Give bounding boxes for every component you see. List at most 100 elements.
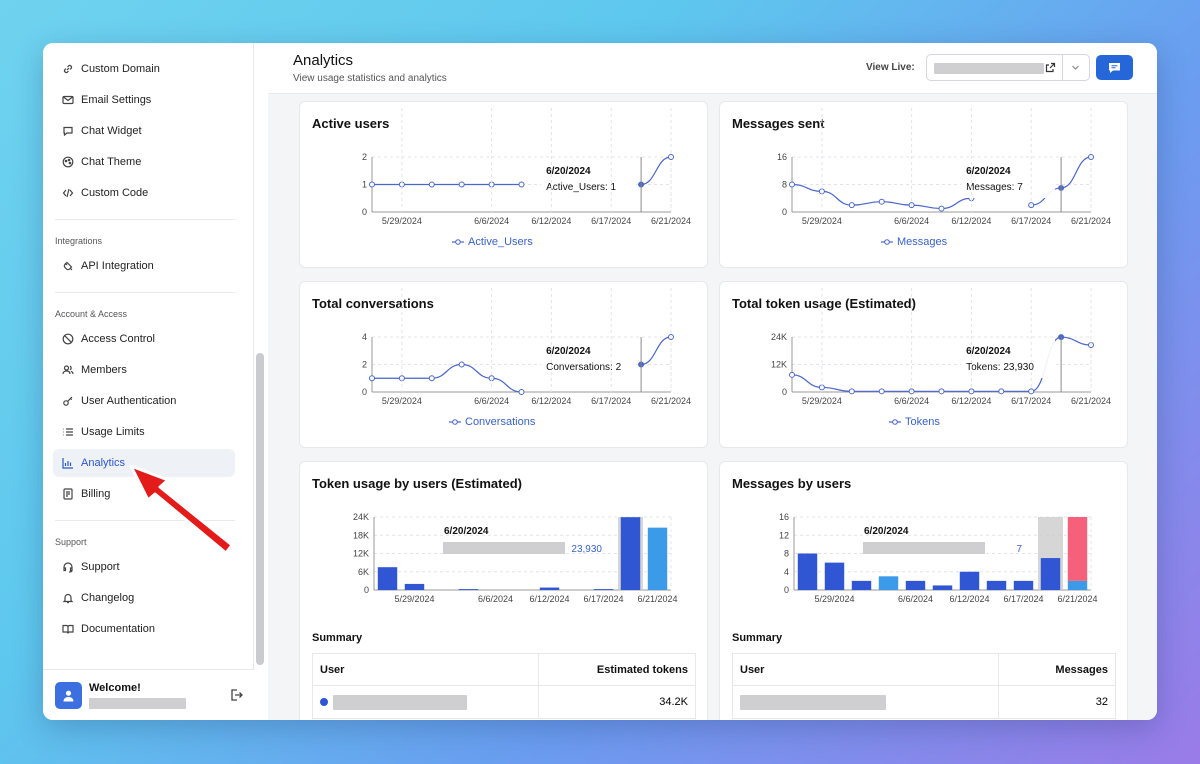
view-live-select[interactable] [926, 54, 1090, 81]
chart-legend[interactable]: Conversations [449, 416, 535, 428]
sidebar-item-analytics[interactable]: Analytics [53, 449, 235, 477]
y-tick-label: 12 [779, 530, 789, 540]
card-title: Token usage by users (Estimated) [312, 476, 522, 491]
y-tick-label: 6K [358, 567, 369, 577]
sidebar-item-label: Billing [81, 488, 111, 500]
divider [1062, 55, 1063, 80]
logout-icon[interactable] [229, 688, 243, 702]
series-line [791, 183, 972, 210]
sidebar-item-user-authentication[interactable]: User Authentication [53, 387, 235, 415]
x-tick-label: 5/29/2024 [814, 594, 854, 604]
sidebar-divider [55, 520, 235, 521]
sidebar-item-changelog[interactable]: Changelog [53, 584, 235, 612]
table-row[interactable]: 34.2K [313, 686, 695, 718]
card-title: Active users [312, 116, 390, 131]
sidebar-item-label: Email Settings [81, 94, 152, 106]
y-tick-label: 0 [782, 387, 787, 397]
table-row[interactable]: 32 [733, 686, 1115, 718]
bar [932, 585, 953, 590]
card-total-conversations: Total conversations 0 2 4 6/20/2024 Conversa… [299, 281, 708, 448]
active-users-chart[interactable]: 0 1 2 6/20/2024 Active_Users: 1 5/29/2024 6/6/… [300, 102, 709, 269]
data-point [938, 205, 945, 212]
x-tick-label: 6/6/2024 [894, 396, 929, 406]
bar [404, 583, 425, 590]
messages-by-users-chart[interactable]: 0 4 8 12 16 6/20/2024 7 5/29/2024 6/6/2024 6/12/2… [720, 462, 1129, 622]
sidebar-item-label: Chat Theme [81, 156, 142, 168]
tokens-chart[interactable]: 0 12K 24K 6/20/2024 Tokens: 23,930 5/29/2024 6… [720, 282, 1129, 449]
messages-sent-chart[interactable]: 0 8 16 6/20/2024 Messages: 7 5/29/2024 6/6/202… [720, 102, 1129, 269]
column-header-user[interactable]: User [733, 654, 999, 685]
x-tick-label: 5/29/2024 [802, 216, 842, 226]
x-tick-label: 6/21/2024 [1071, 216, 1111, 226]
sidebar-scrollbar[interactable] [256, 353, 264, 665]
x-tick-label: 6/17/2024 [583, 594, 623, 604]
redacted-user [443, 542, 565, 554]
y-tick-label: 4 [784, 567, 789, 577]
chart-legend[interactable]: Active_Users [452, 236, 533, 248]
summary-table: User Estimated tokens 34.2K [312, 653, 696, 719]
data-point [878, 388, 885, 395]
x-tick-label: 6/17/2024 [1011, 396, 1051, 406]
avatar[interactable] [55, 682, 82, 709]
sidebar-item-label: Chat Widget [81, 125, 142, 137]
sidebar-item-support[interactable]: Support [53, 553, 235, 581]
data-point [848, 202, 855, 209]
sidebar-item-access-control[interactable]: Access Control [53, 325, 235, 353]
sidebar-item-chat-widget[interactable]: Chat Widget [53, 117, 235, 145]
key-icon [61, 395, 74, 408]
sidebar-item-documentation[interactable]: Documentation [53, 615, 235, 643]
column-header-user[interactable]: User [313, 654, 539, 685]
table-header: User Estimated tokens [313, 654, 695, 686]
x-tick-label: 6/17/2024 [1011, 216, 1051, 226]
bar-chart-icon [61, 457, 74, 470]
sidebar-item-api-integration[interactable]: API Integration [53, 252, 235, 280]
x-tick-label: 6/17/2024 [591, 396, 631, 406]
sidebar-item-members[interactable]: Members [53, 356, 235, 384]
chart-legend[interactable]: Messages [881, 236, 947, 248]
user-icon [63, 690, 74, 702]
sidebar-footer: Welcome! [43, 669, 254, 720]
x-tick-label: 6/6/2024 [894, 216, 929, 226]
sidebar-item-custom-domain[interactable]: Custom Domain [53, 55, 235, 83]
welcome-text: Welcome! [89, 682, 141, 694]
conversations-chart[interactable]: 0 2 4 6/20/2024 Conversations: 2 5/29/2024 6/6… [300, 282, 709, 449]
bar [959, 571, 980, 590]
external-link-icon[interactable] [1045, 62, 1056, 73]
bar [851, 580, 872, 590]
bar [1067, 580, 1088, 590]
y-tick-label: 0 [362, 207, 367, 217]
y-tick-label: 1 [362, 180, 367, 190]
x-tick-label: 6/21/2024 [1071, 396, 1111, 406]
y-tick-label: 8 [784, 549, 789, 559]
column-header-messages[interactable]: Messages [1055, 663, 1108, 676]
sidebar-item-billing[interactable]: Billing [53, 480, 235, 508]
code-icon [61, 187, 74, 200]
sidebar-item-email-settings[interactable]: Email Settings [53, 86, 235, 114]
y-tick-label: 16 [779, 512, 789, 522]
bar [905, 580, 926, 590]
legend-line-icon [449, 419, 461, 425]
tokens-by-users-chart[interactable]: 0 6K 12K 18K 24K 6/20/2024 23,930 5/29/2024 6/6/… [300, 462, 709, 622]
card-title: Messages sent [732, 116, 825, 131]
chevron-down-icon[interactable] [1070, 62, 1081, 73]
legend-line-icon [889, 419, 901, 425]
chat-button[interactable] [1096, 55, 1133, 80]
x-tick-label: 6/6/2024 [478, 594, 513, 604]
card-title: Messages by users [732, 476, 852, 491]
sidebar-divider [55, 219, 235, 220]
chart-legend[interactable]: Tokens [889, 416, 940, 428]
summary-title: Summary [312, 632, 363, 644]
data-point [428, 181, 435, 188]
x-tick-label: 6/12/2024 [949, 594, 989, 604]
legend-line-icon [881, 239, 893, 245]
sidebar-item-custom-code[interactable]: Custom Code [53, 179, 235, 207]
x-tick-label: 5/29/2024 [382, 396, 422, 406]
tokens-cell: 34.2K [659, 696, 688, 708]
x-tick-label: 6/6/2024 [474, 216, 509, 226]
y-tick-label: 0 [362, 387, 367, 397]
sidebar-item-usage-limits[interactable]: Usage Limits [53, 418, 235, 446]
x-tick-label: 6/17/2024 [1003, 594, 1043, 604]
sidebar-item-chat-theme[interactable]: Chat Theme [53, 148, 235, 176]
column-header-tokens[interactable]: Estimated tokens [596, 663, 688, 676]
tooltip-value: Conversations: 2 [546, 362, 621, 373]
